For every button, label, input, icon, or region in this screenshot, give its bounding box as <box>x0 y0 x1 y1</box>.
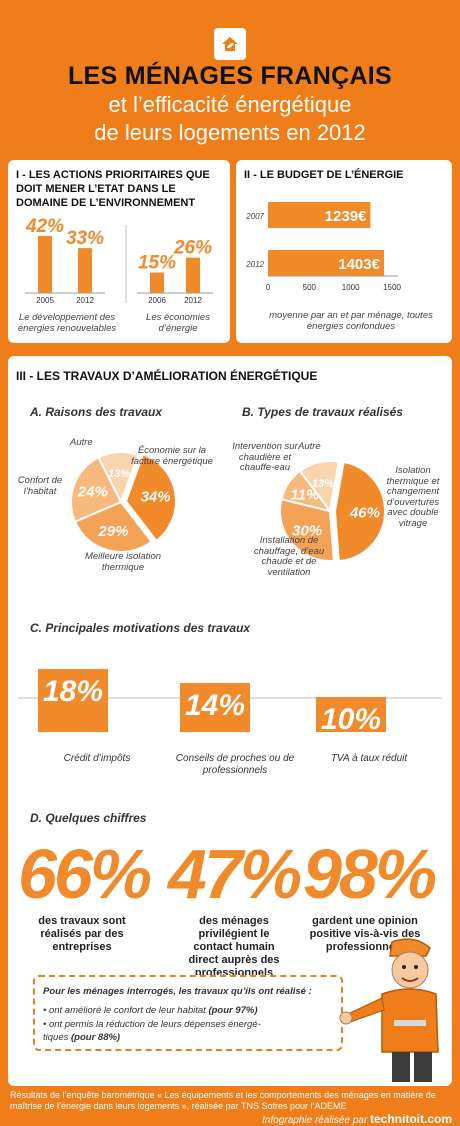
types-value-label-1: 30% <box>292 522 322 539</box>
section3-title: III - LES TRAVAUX D’AMÉLIORATION ÉNERGÉT… <box>16 369 318 383</box>
motivation-label-2: TVA à taux réduit <box>330 753 408 764</box>
types-slice-0 <box>333 460 386 563</box>
section1-chart: 42% 2005 33% 2012 15% 2006 26% 2012 <box>25 216 213 305</box>
worker-mascot-illustration <box>339 938 439 1082</box>
motivation-value-label-2: 10% <box>321 703 381 736</box>
renewables-tick-0: 2005 <box>36 296 54 305</box>
header: LES MÉNAGES FRANÇAIS et l’efficacité éne… <box>0 0 460 155</box>
types-slice-3 <box>298 460 340 514</box>
budget-year-1: 2012 <box>245 260 264 269</box>
budget-chart: 1239€ 2007 1403€ 2012 0 500 1000 1500 <box>245 202 401 292</box>
budget-tick-1: 500 <box>303 283 317 292</box>
reasons-slice-0 <box>124 452 177 543</box>
budget-tick-2: 1000 <box>342 283 360 292</box>
figure-value-0: 66% <box>18 835 152 913</box>
note-bullet-2: • ont permis la réduction de leurs dépen… <box>43 1019 261 1043</box>
section1-panel: I - LES ACTIONS PRIORITAIRES QUE DOIT ME… <box>8 160 230 343</box>
budget-tick-3: 1500 <box>383 283 401 292</box>
section2-panel: II - LE BUDGET DE L’ÉNERGIE 1239€ 2007 140… <box>236 160 452 343</box>
motivation-bar-2 <box>316 697 386 732</box>
renewables-value-label-1: 33% <box>66 228 104 249</box>
budget-value-label-0: 1239€ <box>325 208 367 225</box>
reasons-label-1: Meilleure isolation thermique <box>84 551 162 573</box>
renewables-tick-1: 2012 <box>76 296 94 305</box>
types-label-1: Installation de chauffage, d’eau chaude … <box>253 535 325 578</box>
figure-value-1: 47% <box>168 835 302 913</box>
section1-title: I - LES ACTIONS PRIORITAIRES QUE DOIT ME… <box>16 169 210 209</box>
house-leaf-icon <box>214 28 246 60</box>
motivation-bar-1 <box>180 683 250 732</box>
note-bullet-1: • ont amélioré le confort de leur habita… <box>43 1005 258 1016</box>
footer-credit: Infographie réalisée par technitoit.com <box>180 1112 452 1126</box>
results-note: Pour les ménages interrogés, les travaux… <box>33 975 343 1051</box>
types-label-0: Isolation thermique et changement d’ouve… <box>386 465 440 529</box>
savings-value-label-1: 26% <box>173 238 212 259</box>
motivation-value-label-1: 14% <box>185 689 245 722</box>
figure-value-2: 98% <box>303 835 437 913</box>
types-title: B. Types de travaux réalisés <box>242 405 403 419</box>
chart-a-caption: Le développement des énergies renouvelab… <box>17 312 117 334</box>
savings-tick-1: 2012 <box>184 296 202 305</box>
motivations-chart: 18% 14% 10% <box>18 669 442 736</box>
types-pie-chart: 46% 30% 11%13% <box>279 460 386 563</box>
budget-caption: moyenne par an et par ménage, toutes éne… <box>269 310 433 332</box>
figure-caption-2: gardent une opinion positive vis-à-vis d… <box>309 915 421 953</box>
reasons-label-2: Confort de l’habitat <box>17 475 63 497</box>
budget-value-label-1: 1403€ <box>338 256 380 273</box>
reasons-pie-chart: 34% 29% 24%13% <box>70 451 177 553</box>
renewables-value-label-0: 42% <box>25 216 64 237</box>
motivations-title: C. Principales motivations des travaux <box>30 621 251 635</box>
types-value-label-3: 13% <box>312 478 334 490</box>
savings-bar-0 <box>150 272 164 293</box>
types-slice-1 <box>279 498 335 562</box>
reasons-label-0: Économie sur la facture énergétique <box>131 445 213 467</box>
page-subtitle-line1: et l’efficacité énergétique <box>108 92 352 117</box>
source-footnote: Résultats de l’enquête barométrique « Le… <box>10 1090 436 1111</box>
section2-title: II - LE BUDGET DE L’ÉNERGIE <box>244 169 404 181</box>
motivation-bar-0 <box>38 669 108 732</box>
reasons-value-label-3: 13% <box>108 468 130 480</box>
savings-tick-0: 2006 <box>148 296 166 305</box>
types-value-label-2: 11% <box>290 486 319 503</box>
figure-caption-1: des ménages privilégient le contact huma… <box>188 915 280 979</box>
reasons-label-3: Autre <box>70 437 93 448</box>
motivation-label-0: Crédit d’impôts <box>63 753 131 764</box>
reasons-title: A. Raisons des travaux <box>30 405 163 419</box>
note-intro: Pour les ménages interrogés, les travaux… <box>43 986 312 997</box>
chart-b-caption: Les économies d’énergie <box>146 312 210 334</box>
savings-bar-1 <box>186 257 200 293</box>
figure-caption-0: des travaux sont réalisés par des entrep… <box>38 915 126 953</box>
credit-prefix: Infographie réalisée par <box>262 1115 368 1126</box>
page-subtitle-line2: de leurs logements en 2012 <box>94 120 366 145</box>
section3-panel: III - LES TRAVAUX D’AMÉLIORATION ÉNERGÉT… <box>8 356 452 1086</box>
budget-tick-0: 0 <box>266 283 271 292</box>
renewables-bar-1 <box>78 248 92 293</box>
reasons-value-label-0: 34% <box>141 489 171 506</box>
reasons-slice-3 <box>97 451 140 505</box>
budget-year-0: 2007 <box>245 212 264 221</box>
motivation-value-label-0: 18% <box>43 675 103 708</box>
figures-title: D. Quelques chiffres <box>30 811 147 825</box>
renewables-bar-0 <box>38 235 52 293</box>
reasons-value-label-1: 29% <box>97 523 128 540</box>
savings-value-label-0: 15% <box>138 253 176 274</box>
budget-bar-0 <box>268 202 371 228</box>
types-label-3: Autre <box>298 441 321 452</box>
types-label-2: Intervention sur chaudière et chauffe-ea… <box>232 441 298 473</box>
reasons-slice-2 <box>70 456 123 524</box>
credit-brand-link[interactable]: technitoit.com <box>369 1112 452 1126</box>
budget-bar-1 <box>268 250 384 276</box>
page-title: LES MÉNAGES FRANÇAIS <box>67 62 393 90</box>
types-value-label-0: 46% <box>349 505 380 522</box>
reasons-value-label-2: 24% <box>77 484 108 501</box>
motivation-label-1: Conseils de proches ou de professionnels <box>175 753 295 776</box>
